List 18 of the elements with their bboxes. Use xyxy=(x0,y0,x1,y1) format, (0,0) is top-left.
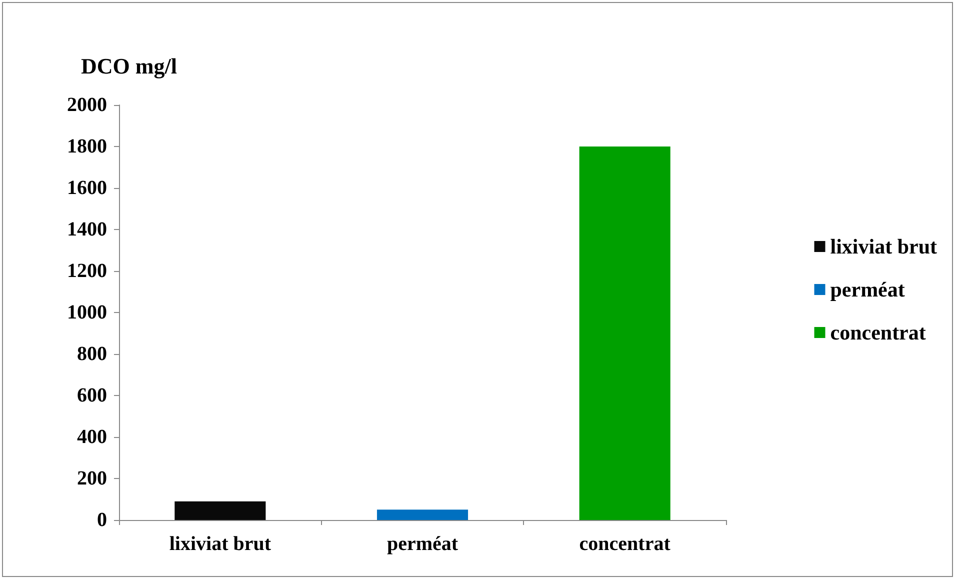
y-axis-title: DCO mg/l xyxy=(81,54,177,78)
legend-label: lixiviat brut xyxy=(830,234,938,258)
legend-label: perméat xyxy=(830,278,905,302)
y-tick-label: 2000 xyxy=(67,94,107,116)
x-tick-label: perméat xyxy=(386,533,458,555)
x-tick-label: concentrat xyxy=(579,533,671,555)
y-tick-label: 1000 xyxy=(67,302,107,324)
y-tick-label: 1200 xyxy=(67,260,107,282)
y-tick-label: 0 xyxy=(97,509,107,531)
y-tick-label: 200 xyxy=(77,468,107,490)
y-tick-label: 600 xyxy=(77,384,107,406)
y-tick-label: 1400 xyxy=(67,218,107,240)
y-tick-label: 1600 xyxy=(67,177,107,199)
legend-label: concentrat xyxy=(830,320,926,344)
y-tick-label: 400 xyxy=(77,426,107,448)
y-tick-label: 1800 xyxy=(67,136,107,158)
y-tick-label: 800 xyxy=(77,343,107,365)
x-tick-label: lixiviat brut xyxy=(169,533,272,555)
